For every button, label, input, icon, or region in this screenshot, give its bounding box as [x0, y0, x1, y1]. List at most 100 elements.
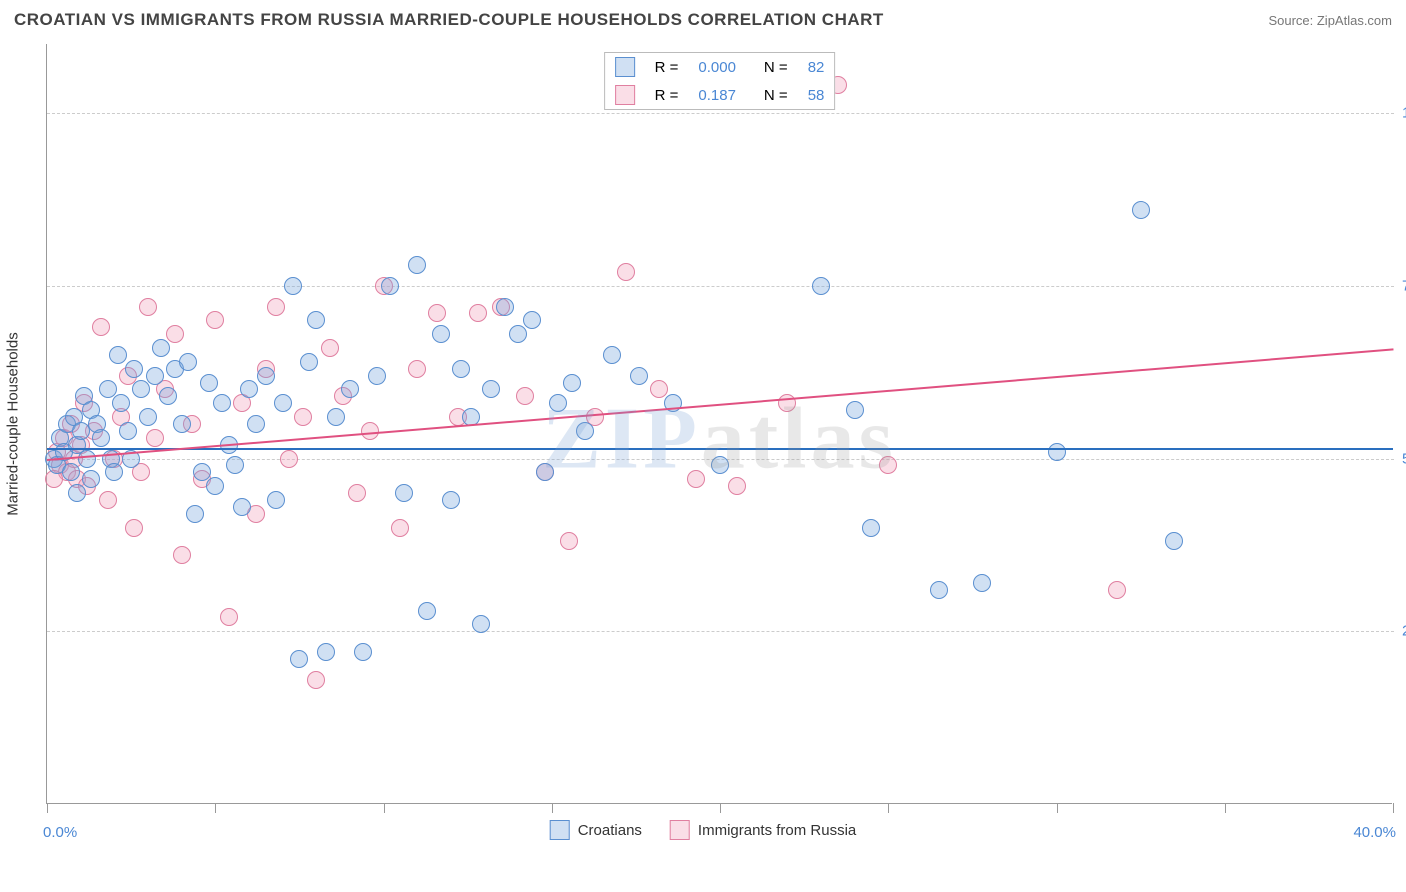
scatter-point [1048, 443, 1066, 461]
scatter-point [862, 519, 880, 537]
legend-item: Croatians [550, 820, 642, 840]
scatter-point [711, 456, 729, 474]
scatter-point [327, 408, 345, 426]
x-tick-label: 40.0% [1353, 824, 1396, 841]
scatter-point [152, 339, 170, 357]
scatter-point [348, 484, 366, 502]
scatter-point [179, 353, 197, 371]
legend-label: Croatians [578, 822, 642, 839]
scatter-point [381, 277, 399, 295]
scatter-point [159, 387, 177, 405]
scatter-point [846, 401, 864, 419]
scatter-point [630, 367, 648, 385]
y-tick-label: 100.0% [1394, 105, 1406, 122]
scatter-point [146, 429, 164, 447]
scatter-point [213, 394, 231, 412]
scatter-point [92, 429, 110, 447]
scatter-point [139, 408, 157, 426]
scatter-point [119, 422, 137, 440]
scatter-point [472, 615, 490, 633]
y-tick-label: 75.0% [1394, 277, 1406, 294]
legend-n-value: 58 [798, 81, 835, 109]
y-tick-label: 25.0% [1394, 623, 1406, 640]
legend-n-label: N = [746, 53, 798, 81]
scatter-point [603, 346, 621, 364]
scatter-point [257, 367, 275, 385]
legend-swatch [670, 820, 690, 840]
scatter-point [132, 380, 150, 398]
scatter-point [509, 325, 527, 343]
scatter-point [226, 456, 244, 474]
legend-swatch [615, 85, 635, 105]
legend-item: Immigrants from Russia [670, 820, 856, 840]
x-tick-label: 0.0% [43, 824, 77, 841]
scatter-point [200, 374, 218, 392]
scatter-point [72, 422, 90, 440]
scatter-point [290, 650, 308, 668]
scatter-point [68, 484, 86, 502]
scatter-point [428, 304, 446, 322]
scatter-point [408, 256, 426, 274]
scatter-point [300, 353, 318, 371]
legend-label: Immigrants from Russia [698, 822, 856, 839]
scatter-point [267, 491, 285, 509]
scatter-point [408, 360, 426, 378]
scatter-point [418, 602, 436, 620]
legend-n-value: 82 [798, 53, 835, 81]
scatter-point [105, 463, 123, 481]
legend-n-label: N = [746, 81, 798, 109]
gridline [47, 286, 1394, 287]
scatter-point [280, 450, 298, 468]
x-tick [1225, 803, 1226, 813]
scatter-point [973, 574, 991, 592]
scatter-point [549, 394, 567, 412]
legend-series: Croatians Immigrants from Russia [550, 820, 857, 840]
scatter-point [317, 643, 335, 661]
legend-r-label: R = [645, 81, 689, 109]
source-attribution: Source: ZipAtlas.com [1268, 13, 1392, 28]
scatter-point [395, 484, 413, 502]
x-tick [888, 803, 889, 813]
scatter-point [469, 304, 487, 322]
chart-area: Married-couple Households 25.0%50.0%75.0… [46, 44, 1392, 804]
x-tick [1393, 803, 1394, 813]
scatter-point [321, 339, 339, 357]
legend-r-label: R = [645, 53, 689, 81]
scatter-point [78, 450, 96, 468]
scatter-point [166, 325, 184, 343]
scatter-point [617, 263, 635, 281]
scatter-point [284, 277, 302, 295]
scatter-point [1165, 532, 1183, 550]
scatter-point [560, 532, 578, 550]
scatter-point [139, 298, 157, 316]
scatter-point [812, 277, 830, 295]
scatter-point [1132, 201, 1150, 219]
scatter-point [92, 318, 110, 336]
scatter-point [206, 477, 224, 495]
x-tick [552, 803, 553, 813]
scatter-point [62, 463, 80, 481]
page-title: CROATIAN VS IMMIGRANTS FROM RUSSIA MARRI… [14, 10, 884, 30]
scatter-point [146, 367, 164, 385]
scatter-point [728, 477, 746, 495]
y-axis-label: Married-couple Households [5, 332, 22, 515]
legend-swatch [550, 820, 570, 840]
scatter-point [341, 380, 359, 398]
scatter-point [173, 546, 191, 564]
scatter-point [1108, 581, 1126, 599]
scatter-point [523, 311, 541, 329]
scatter-point [220, 608, 238, 626]
scatter-point [576, 422, 594, 440]
legend-swatch [615, 57, 635, 77]
scatter-point [186, 505, 204, 523]
scatter-point [563, 374, 581, 392]
scatter-point [294, 408, 312, 426]
scatter-point [307, 311, 325, 329]
scatter-point [482, 380, 500, 398]
scatter-point [687, 470, 705, 488]
scatter-point [391, 519, 409, 537]
scatter-point [496, 298, 514, 316]
scatter-point [368, 367, 386, 385]
scatter-point [82, 470, 100, 488]
x-tick [384, 803, 385, 813]
